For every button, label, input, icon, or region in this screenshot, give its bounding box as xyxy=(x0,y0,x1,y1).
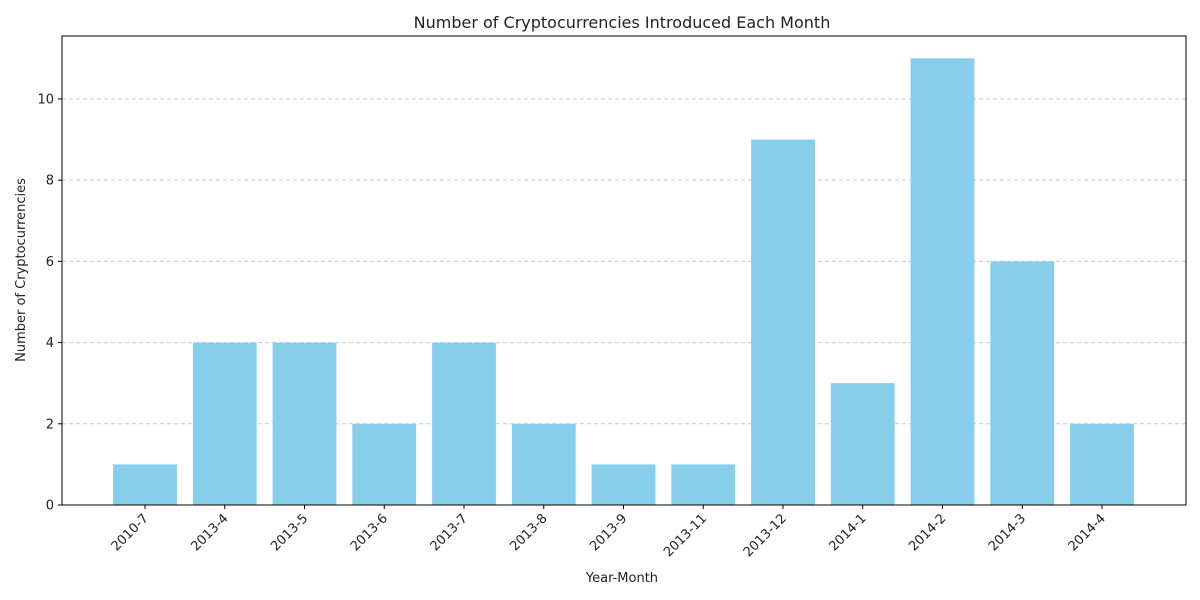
y-tick-label: 2 xyxy=(46,417,54,432)
y-axis-ticks: 0 2 4 6 8 10 xyxy=(37,92,62,514)
x-tick-label: 2013-11 xyxy=(661,511,710,560)
x-tick-label: 2013-7 xyxy=(428,511,471,554)
x-tick-label: 2013-9 xyxy=(587,511,630,554)
x-tick-label: 2013-5 xyxy=(268,511,311,554)
x-tick-label: 2013-12 xyxy=(741,511,790,560)
bar-2010-7 xyxy=(113,464,177,505)
x-tick-label: 2014-4 xyxy=(1066,511,1109,554)
bar-2013-8 xyxy=(511,423,576,505)
x-axis-label: Year-Month xyxy=(585,571,658,586)
bar-2013-7 xyxy=(432,342,496,505)
bar-2013-9 xyxy=(591,464,656,505)
y-axis-label: Number of Cryptocurrencies xyxy=(14,178,29,362)
x-tick-label: 2014-2 xyxy=(906,511,949,554)
bar-2013-12 xyxy=(751,139,815,505)
bar-2013-11 xyxy=(671,464,736,505)
x-tick-label: 2010-7 xyxy=(109,511,152,554)
chart-title: Number of Cryptocurrencies Introduced Ea… xyxy=(414,13,831,32)
x-tick-label: 2013-6 xyxy=(348,511,391,554)
bar-2013-5 xyxy=(272,342,337,505)
bar-2014-2 xyxy=(910,58,975,505)
bar-2013-4 xyxy=(192,342,257,505)
y-tick-label: 0 xyxy=(46,499,54,514)
y-tick-label: 8 xyxy=(46,174,54,189)
grid-lines xyxy=(62,98,1186,425)
y-tick-label: 4 xyxy=(46,336,54,351)
bar-2013-6 xyxy=(352,423,417,505)
x-tick-label: 2014-3 xyxy=(986,511,1029,554)
y-tick-label: 10 xyxy=(37,92,54,107)
x-axis-ticks: 2010-7 2013-4 2013-5 2013-6 2013-7 2013-8 2013… xyxy=(109,505,1109,560)
x-tick-label: 2013-4 xyxy=(188,511,231,554)
bar-2014-4 xyxy=(1070,423,1134,505)
x-tick-label: 2014-1 xyxy=(826,511,869,554)
bars xyxy=(113,58,1134,505)
bar-2014-3 xyxy=(990,261,1055,505)
y-tick-label: 6 xyxy=(46,255,54,270)
x-tick-label: 2013-8 xyxy=(507,511,550,554)
bar-2014-1 xyxy=(830,383,895,505)
